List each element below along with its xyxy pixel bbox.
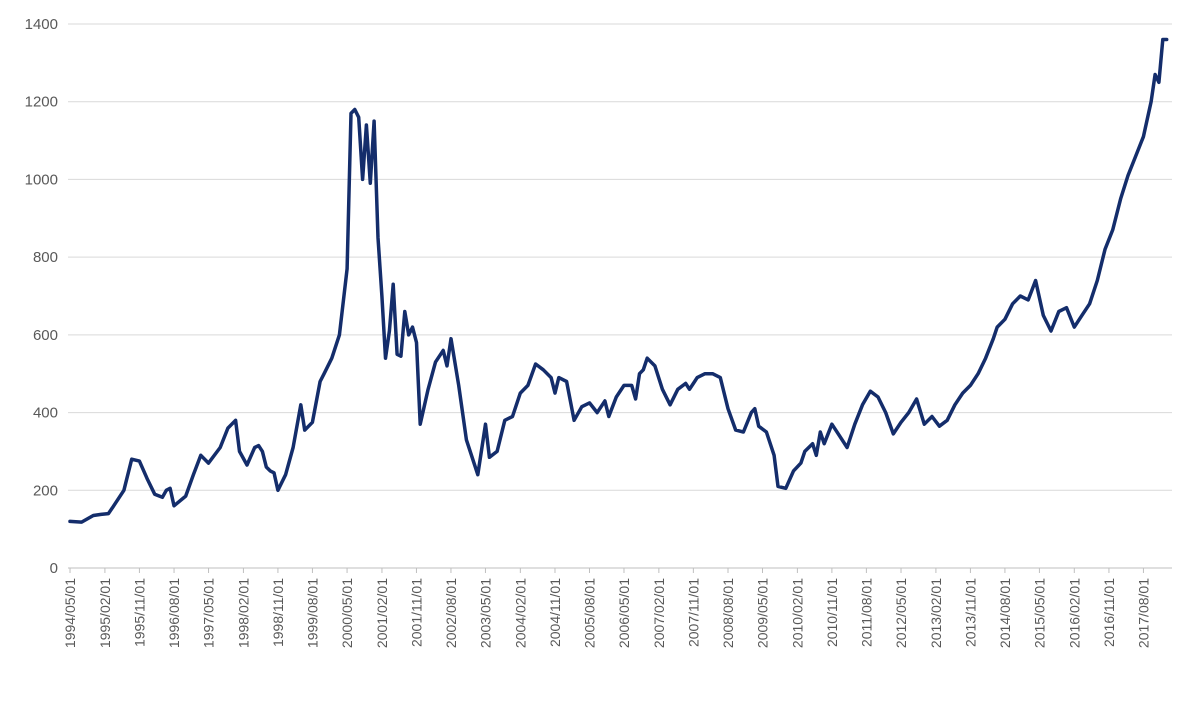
x-tick-label: 2001/02/01 bbox=[374, 578, 390, 648]
x-tick-label: 1999/08/01 bbox=[304, 578, 320, 648]
x-tick-label: 2015/05/01 bbox=[1031, 578, 1047, 648]
x-tick-label: 1994/05/01 bbox=[62, 578, 78, 648]
y-tick-label: 1000 bbox=[25, 171, 58, 188]
x-tick-label: 2007/02/01 bbox=[651, 578, 667, 648]
y-tick-label: 1400 bbox=[25, 16, 58, 33]
y-tick-label: 400 bbox=[33, 405, 58, 422]
x-tick-label: 2006/05/01 bbox=[616, 578, 632, 648]
x-tick-label: 1997/05/01 bbox=[201, 578, 217, 648]
y-tick-label: 800 bbox=[33, 249, 58, 266]
x-tick-label: 1996/08/01 bbox=[166, 578, 182, 648]
x-tick-label: 2001/11/01 bbox=[408, 578, 424, 647]
x-axis: 1994/05/01 1995/02/01 1995/11/01 1996/08/01… bbox=[62, 568, 1151, 648]
x-tick-label: 2013/11/01 bbox=[962, 578, 978, 647]
x-tick-label: 2003/05/01 bbox=[477, 578, 493, 648]
x-tick-label: 2017/08/01 bbox=[1135, 578, 1151, 648]
x-tick-label: 2012/05/01 bbox=[893, 578, 909, 648]
y-tick-label: 0 bbox=[50, 560, 58, 577]
x-tick-label: 2005/08/01 bbox=[581, 578, 597, 648]
x-tick-label: 2011/08/01 bbox=[858, 578, 874, 647]
series-line bbox=[68, 37, 1169, 524]
x-tick-label: 1998/11/01 bbox=[270, 578, 286, 647]
x-tick-label: 2016/02/01 bbox=[1066, 578, 1082, 648]
x-tick-label: 1995/02/01 bbox=[97, 578, 113, 648]
x-tick-label: 2007/11/01 bbox=[685, 578, 701, 647]
y-tick-label: 1200 bbox=[25, 94, 58, 111]
y-axis: 0 200 400 600 800 1000 1200 1400 bbox=[25, 16, 58, 577]
x-tick-label: 2008/08/01 bbox=[720, 578, 736, 648]
x-tick-label: 1995/11/01 bbox=[131, 578, 147, 647]
x-tick-label: 2013/02/01 bbox=[928, 578, 944, 648]
x-tick-label: 1998/02/01 bbox=[235, 578, 251, 648]
x-tick-label: 2010/02/01 bbox=[789, 578, 805, 648]
y-tick-label: 200 bbox=[33, 482, 58, 499]
x-tick-label: 2004/11/01 bbox=[547, 578, 563, 647]
x-tick-label: 2004/02/01 bbox=[512, 578, 528, 648]
gridlines bbox=[68, 23, 1172, 569]
x-tick-label: 2010/11/01 bbox=[824, 578, 840, 647]
x-tick-label: 2002/08/01 bbox=[443, 578, 459, 648]
x-tick-label: 2009/05/01 bbox=[755, 578, 771, 648]
x-tick-label: 2000/05/01 bbox=[339, 578, 355, 648]
x-tick-label: 2014/08/01 bbox=[997, 578, 1013, 648]
series-layer bbox=[68, 37, 1169, 524]
x-tick-label: 2016/11/01 bbox=[1101, 578, 1117, 647]
y-tick-label: 600 bbox=[33, 327, 58, 344]
